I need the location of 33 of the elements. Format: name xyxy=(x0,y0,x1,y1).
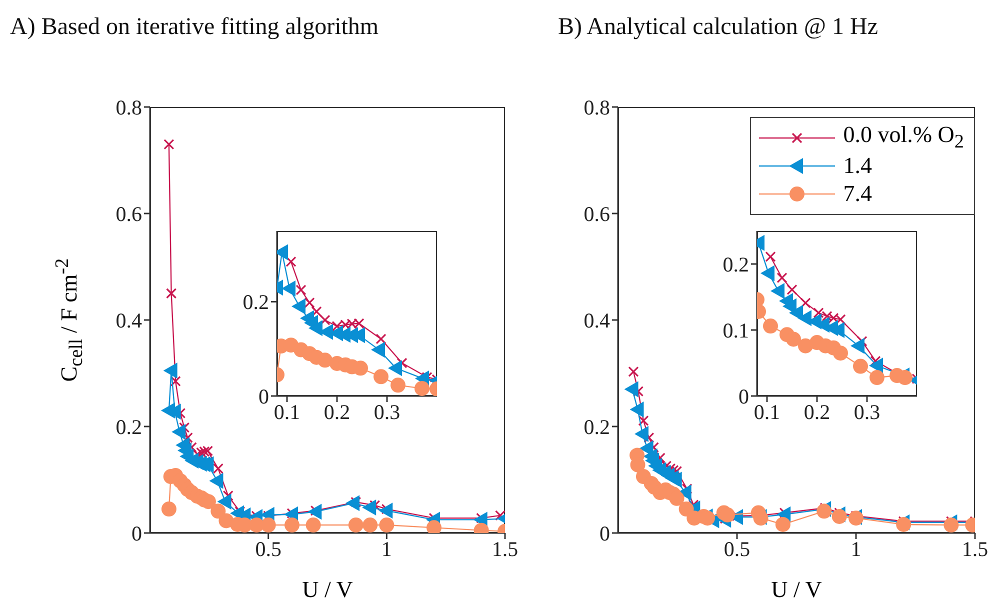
y-tick-label: 0.8 xyxy=(584,95,610,120)
y-tick-label: 0.2 xyxy=(584,414,610,439)
y-tick-label: 0.2 xyxy=(722,252,749,276)
x-tick-label: 1.5 xyxy=(492,536,518,561)
legend-label: 0.0 vol.% O$_{2}$ xyxy=(843,122,964,154)
y-tick-label: 0 xyxy=(132,521,142,546)
legend-label: 1.4 xyxy=(843,153,872,179)
y-tick-label: 0.6 xyxy=(116,202,142,226)
y-tick-label: 0.2 xyxy=(116,414,142,439)
chart-title: A) Based on iterative fitting algorithm xyxy=(10,14,379,41)
x-tick-label: 0.5 xyxy=(255,536,282,561)
y-tick-label: 0.1 xyxy=(722,318,749,342)
x-tick-label: 0.1 xyxy=(754,400,780,424)
x-axis-title: U / V xyxy=(301,577,354,603)
x-tick-label: 0.2 xyxy=(804,400,830,424)
y-tick-label: 0.4 xyxy=(116,308,142,332)
y-tick-label: 0 xyxy=(258,384,269,408)
x-tick-label: 1 xyxy=(381,536,392,561)
y-tick-label: 0.4 xyxy=(584,308,610,332)
x-tick-label: 0.3 xyxy=(854,400,880,424)
x-tick-label: 0.2 xyxy=(324,400,350,424)
y-tick-label: 0 xyxy=(738,384,749,408)
x-tick-label: 0.1 xyxy=(274,400,300,424)
y-tick-label: 0.6 xyxy=(584,202,610,226)
x-tick-label: 0.5 xyxy=(724,536,750,561)
y-tick-label: 0 xyxy=(600,521,610,546)
y-tick-label: 0.8 xyxy=(116,95,142,120)
x-axis-title: U / V xyxy=(770,577,823,603)
chart-title: B) Analytical calculation @ 1 Hz xyxy=(558,14,878,41)
x-tick-label: 1 xyxy=(850,536,862,561)
legend-label: 7.4 xyxy=(843,181,872,207)
x-tick-label: 0.3 xyxy=(374,400,400,424)
x-tick-label: 1.5 xyxy=(962,536,988,561)
